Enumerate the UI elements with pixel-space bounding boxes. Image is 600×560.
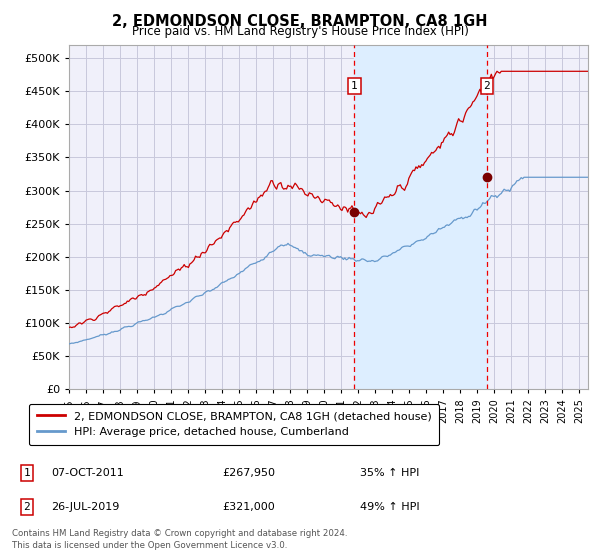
Text: 26-JUL-2019: 26-JUL-2019 (51, 502, 119, 512)
Bar (355, 45, 487, 389)
Text: 2: 2 (484, 81, 490, 91)
Text: 07-OCT-2011: 07-OCT-2011 (51, 468, 124, 478)
Text: 2, EDMONDSON CLOSE, BRAMPTON, CA8 1GH: 2, EDMONDSON CLOSE, BRAMPTON, CA8 1GH (112, 14, 488, 29)
Text: 35% ↑ HPI: 35% ↑ HPI (360, 468, 419, 478)
Text: 49% ↑ HPI: 49% ↑ HPI (360, 502, 419, 512)
Text: £267,950: £267,950 (222, 468, 275, 478)
Legend: 2, EDMONDSON CLOSE, BRAMPTON, CA8 1GH (detached house), HPI: Average price, deta: 2, EDMONDSON CLOSE, BRAMPTON, CA8 1GH (d… (29, 404, 439, 445)
Text: Contains HM Land Registry data © Crown copyright and database right 2024.: Contains HM Land Registry data © Crown c… (12, 529, 347, 538)
Text: 2: 2 (23, 502, 31, 512)
Text: Price paid vs. HM Land Registry's House Price Index (HPI): Price paid vs. HM Land Registry's House … (131, 25, 469, 38)
Text: 1: 1 (351, 81, 358, 91)
Text: £321,000: £321,000 (222, 502, 275, 512)
Text: This data is licensed under the Open Government Licence v3.0.: This data is licensed under the Open Gov… (12, 541, 287, 550)
Text: 1: 1 (23, 468, 31, 478)
